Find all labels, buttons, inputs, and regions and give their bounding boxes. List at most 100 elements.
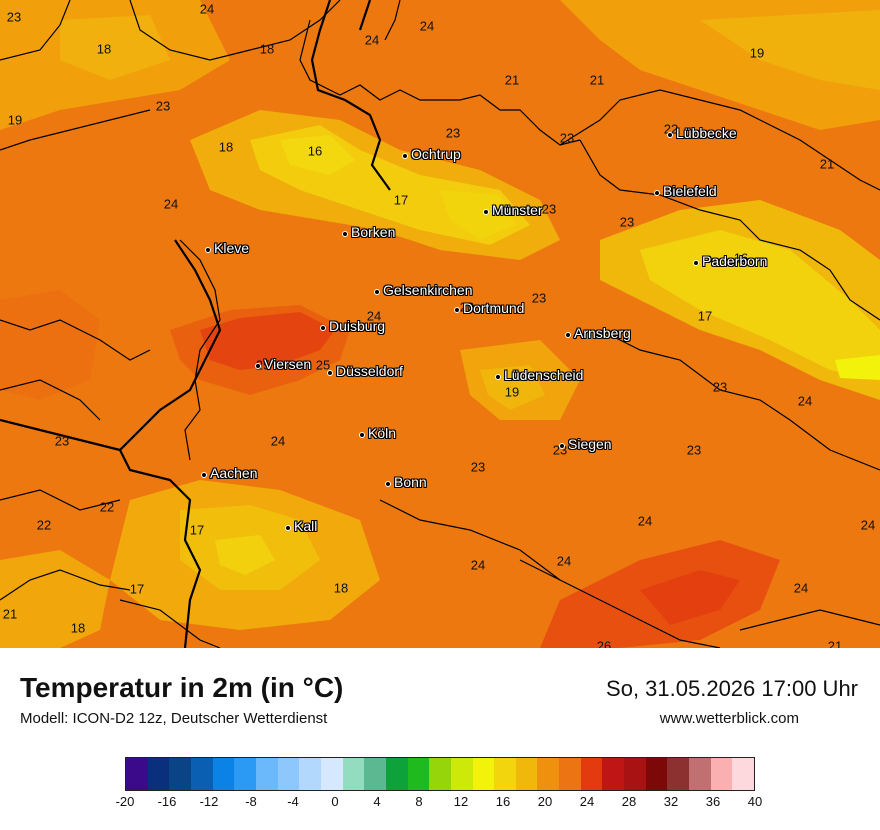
legend-swatch [364,758,386,790]
legend-swatch [710,758,733,790]
website-link[interactable]: www.wetterblick.com [659,710,799,727]
temperature-value: 17 [393,192,409,208]
legend-swatch [515,758,538,790]
legend-swatch [320,758,343,790]
legend-ticks: -20 -16 -12 -8 -4 0 4 8 12 16 20 24 28 32 36 40 [116,794,763,812]
temperature-value: 23 [54,433,70,449]
city-dot-icon [205,247,211,253]
city-dot-icon [385,481,391,487]
temperature-value: 23 [619,214,635,230]
temperature-value: 23 [155,98,171,114]
city-name: Bielefeld [663,183,717,199]
legend-tick-label: 0 [331,794,339,809]
legend-swatch [277,758,300,790]
temperature-value: 24 [364,32,380,48]
temperature-value: 24 [366,308,382,324]
temperature-value: 24 [419,18,435,34]
temperature-value: 19 [7,112,23,128]
legend-tick-label: -8 [245,794,257,809]
legend-tick-label: 16 [495,794,511,809]
legend-swatch [407,758,430,790]
city-dot-icon [201,472,207,478]
city-name: Kall [294,518,318,534]
city-dot-icon [454,307,460,313]
temperature-value: 19 [504,384,520,400]
legend-swatch [190,758,213,790]
city-dot-icon [285,525,291,531]
temperature-value: 19 [749,45,765,61]
legend-tick-label: 8 [415,794,423,809]
temperature-value: 24 [199,1,215,17]
legend-swatch [732,758,755,790]
city-name: Arnsberg [574,325,631,341]
legend-swatch [624,758,646,790]
temperature-value: 18 [218,139,234,155]
legend-swatch [429,758,451,790]
forecast-datetime: So, 31.05.2026 17:00 Uhr [606,676,858,701]
city-name: Münster [492,202,543,218]
temperature-value: 18 [333,580,349,596]
legend-swatch [689,758,711,790]
city-dot-icon [654,190,660,196]
temperature-value: 24 [797,393,813,409]
city-name: Ochtrup [411,146,461,162]
temperature-value: 16 [307,143,323,159]
legend-swatch [450,758,473,790]
legend-swatch [255,758,278,790]
city-name: Dortmund [463,300,525,316]
temperature-value: 20 [459,299,475,315]
temperature-value: 24 [860,517,876,533]
temperature-value: 17 [129,581,145,597]
temperature-value: 18 [259,41,275,57]
legend-swatch [494,758,516,790]
legend-swatch [645,758,668,790]
footer: Temperatur in 2m (in °C) Modell: ICON-D2… [0,648,880,830]
temperature-value: 18 [96,41,112,57]
temperature-value: 18 [70,620,86,636]
temperature-value: 22 [36,517,52,533]
temperature-map: 24 23 18 18 24 24 19 23 21 21 19 23 23 22 18 16 21 17 24 23… [0,0,880,648]
temperature-value: 23 [445,125,461,141]
temperature-value: 24 [556,553,572,569]
legend-swatch [299,758,321,790]
legend-tick-label: 36 [705,794,721,809]
city-dot-icon [374,289,380,295]
legend-swatch [667,758,690,790]
city-dot-icon [342,231,348,237]
temperature-value: 25 [315,357,331,373]
temperature-value: 25 [255,357,271,373]
temperature-value: 23 [6,9,22,25]
city-dot-icon [495,374,501,380]
map-title: Temperatur in 2m (in °C) [20,672,344,703]
color-legend [125,757,755,791]
city-name: Paderborn [702,253,768,269]
city-name: Köln [368,425,397,441]
temperature-value: 24 [470,557,486,573]
legend-swatch [580,758,603,790]
temperature-value: 26 [596,638,612,649]
legend-tick-label: 28 [621,794,637,809]
temperature-value: 17 [189,522,205,538]
city-dot-icon [483,209,489,215]
city-name: Lübbecke [676,125,737,141]
legend-swatch [342,758,365,790]
legend-swatch [234,758,256,790]
city-name: Viersen [264,356,312,372]
temperature-value: 23 [712,379,728,395]
legend-tick-label: 4 [373,794,381,809]
legend-swatch [472,758,495,790]
temperature-value: 22 [99,499,115,515]
legend-swatch [537,758,560,790]
model-source: Modell: ICON-D2 12z, Deutscher Wetterdie… [20,710,328,727]
temperature-value: 17 [697,308,713,324]
temperature-value: 21 [827,638,843,649]
map-canvas [0,0,880,648]
legend-swatch [385,758,408,790]
city-name: Gelsenkirchen [383,282,473,298]
temperature-value: 21 [2,606,18,622]
city-name: Aachen [210,465,258,481]
city-name: Siegen [568,436,612,452]
city-dot-icon [402,153,408,159]
legend-swatch [126,758,148,790]
legend-swatch [147,758,170,790]
